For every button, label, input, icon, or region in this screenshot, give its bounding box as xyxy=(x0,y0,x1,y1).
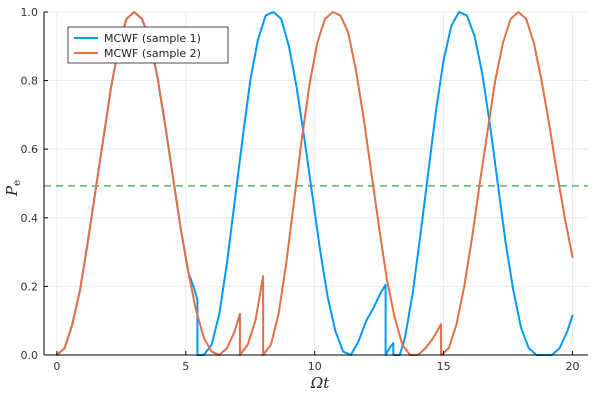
axes xyxy=(43,12,588,356)
x-tick-label-1: 5 xyxy=(182,360,189,373)
legend: MCWF (sample 1) MCWF (sample 2) xyxy=(67,26,229,64)
x-tick-label-3: 15 xyxy=(437,360,451,373)
y-tick-label-5: 1.0 xyxy=(21,6,39,19)
x-tick-label-0: 0 xyxy=(53,360,60,373)
x-tick-label-2: 10 xyxy=(308,360,322,373)
legend-box xyxy=(67,26,229,64)
legend-label-2: MCWF (sample 2) xyxy=(104,47,201,60)
legend-label-1: MCWF (sample 1) xyxy=(104,32,201,45)
x-tick-label-4: 20 xyxy=(566,360,580,373)
y-tick-label-3: 0.6 xyxy=(21,143,39,156)
y-tick-label-2: 0.4 xyxy=(21,212,39,225)
y-tick-label-1: 0.2 xyxy=(21,280,39,293)
ticks: 0 5 10 15 20 0.0 0.2 0.4 0.6 0.8 1.0 xyxy=(21,6,580,373)
x-axis-label: Ωt xyxy=(310,374,330,392)
y-tick-label-4: 0.8 xyxy=(21,75,39,88)
y-axis-label-main: P xyxy=(3,185,21,197)
y-tick-label-0: 0.0 xyxy=(21,349,39,362)
grid xyxy=(44,11,588,356)
y-axis-label: Pe xyxy=(3,180,23,197)
y-axis-label-sub: e xyxy=(12,180,23,186)
